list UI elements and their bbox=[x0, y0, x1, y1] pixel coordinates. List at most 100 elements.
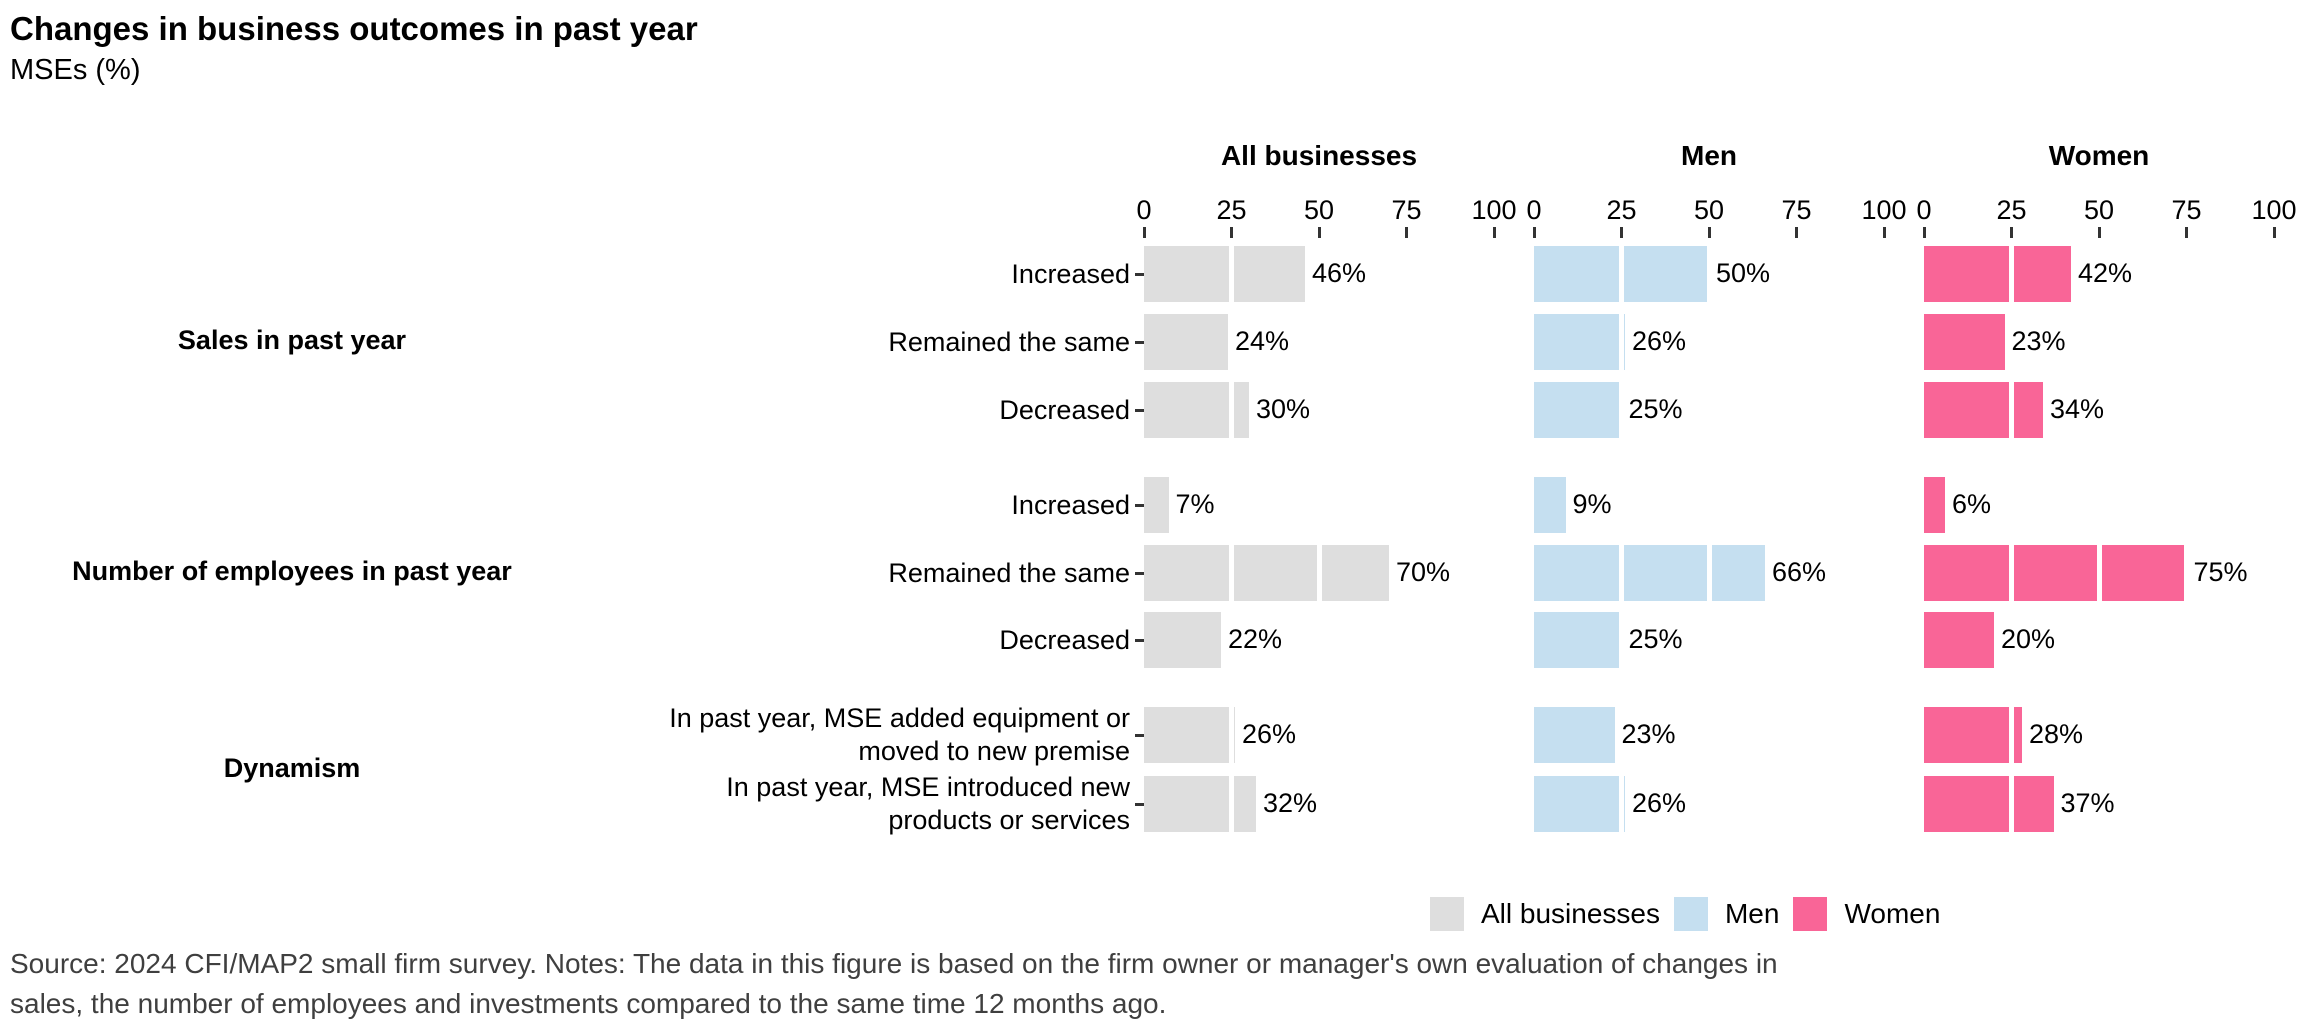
panel-gridline bbox=[1316, 242, 1322, 838]
axis-tick-label: 0 bbox=[1136, 195, 1152, 225]
bar bbox=[1924, 545, 2187, 601]
value-label: 37% bbox=[2060, 788, 2115, 818]
row-tick-mark bbox=[1135, 802, 1145, 806]
row-label: In past year, MSE added equipment or mov… bbox=[669, 703, 1130, 766]
legend-item: All businesses bbox=[1430, 897, 1660, 931]
legend-label: All businesses bbox=[1481, 898, 1660, 929]
legend-swatch bbox=[1430, 897, 1464, 931]
row-label: Remained the same bbox=[888, 557, 1130, 588]
axis-tick-label: 50 bbox=[1693, 195, 1725, 225]
bar bbox=[1534, 612, 1622, 668]
value-label: 70% bbox=[1396, 557, 1451, 587]
axis-tick-label: 75 bbox=[2171, 195, 2202, 225]
bar bbox=[1534, 382, 1622, 438]
bar bbox=[1534, 314, 1625, 370]
source-note: Source: 2024 CFI/MAP2 small firm survey.… bbox=[10, 948, 1778, 1019]
legend-label: Women bbox=[1844, 898, 1941, 929]
legend-swatch bbox=[1673, 897, 1708, 931]
axis-tick-mark bbox=[2185, 227, 2188, 238]
panel-gridline bbox=[2271, 242, 2277, 838]
row-label: Decreased bbox=[999, 394, 1130, 425]
panel-gridline bbox=[2096, 242, 2102, 838]
bar bbox=[1144, 612, 1221, 668]
value-label: 26% bbox=[1632, 788, 1687, 818]
bar bbox=[1924, 707, 2022, 763]
legend-item: Women bbox=[1793, 897, 1940, 931]
axis-tick-label: 50 bbox=[1303, 195, 1335, 225]
axis-tick-label: 25 bbox=[1606, 195, 1637, 225]
group-label: Dynamism bbox=[223, 753, 361, 783]
axis-tick-mark bbox=[1707, 227, 1711, 238]
axis-tick-mark bbox=[1922, 227, 1926, 238]
bar bbox=[1924, 246, 2071, 302]
bar bbox=[1144, 477, 1169, 533]
row-tick-mark bbox=[1135, 733, 1145, 737]
bar bbox=[1924, 776, 2054, 832]
group-label: Sales in past year bbox=[177, 325, 407, 355]
value-label: 42% bbox=[2078, 258, 2133, 288]
row-tick-mark bbox=[1135, 272, 1145, 276]
value-label: 50% bbox=[1716, 258, 1771, 288]
panel-gridline bbox=[2184, 242, 2189, 838]
bar bbox=[1534, 477, 1566, 533]
value-label: 6% bbox=[1952, 489, 1992, 519]
bar bbox=[1924, 314, 2005, 370]
legend-label: Men bbox=[1724, 898, 1780, 929]
axis-tick-label: 25 bbox=[1996, 195, 2027, 225]
axis-tick-mark bbox=[2272, 227, 2276, 238]
legend-item: Men bbox=[1673, 897, 1780, 931]
bar bbox=[1534, 776, 1625, 832]
row-label: Increased bbox=[1011, 258, 1130, 289]
axis-tick-mark bbox=[1492, 227, 1496, 238]
bar bbox=[1144, 246, 1305, 302]
bar bbox=[1144, 707, 1235, 763]
bar bbox=[1924, 612, 1994, 668]
axis-tick-mark bbox=[1795, 227, 1798, 238]
value-label: 34% bbox=[2050, 394, 2105, 424]
axis-tick-label: 0 bbox=[1526, 195, 1542, 225]
axis-tick-label: 25 bbox=[1216, 195, 1247, 225]
value-label: 28% bbox=[2029, 719, 2084, 749]
axis-tick-mark bbox=[2097, 227, 2101, 238]
row-tick-mark bbox=[1135, 638, 1145, 642]
value-label: 30% bbox=[1256, 394, 1311, 424]
bar bbox=[1144, 545, 1389, 601]
panel-gridline bbox=[1619, 242, 1624, 838]
axis-tick-label: 75 bbox=[1781, 195, 1812, 225]
row-label: Decreased bbox=[999, 624, 1130, 655]
panel-gridline bbox=[1794, 242, 1799, 838]
bar bbox=[1144, 776, 1256, 832]
value-label: 25% bbox=[1628, 394, 1683, 424]
row-tick-mark bbox=[1135, 571, 1145, 575]
legend-swatch bbox=[1793, 897, 1828, 931]
bar bbox=[1924, 477, 1945, 533]
row-label: Remained the same bbox=[888, 326, 1130, 357]
chart-subtitle: MSEs (%) bbox=[10, 54, 141, 86]
bar bbox=[1534, 707, 1615, 763]
value-label: 23% bbox=[2011, 326, 2066, 356]
panel-gridline bbox=[1404, 242, 1409, 838]
value-label: 66% bbox=[1772, 557, 1827, 587]
axis-tick-mark bbox=[1882, 227, 1886, 238]
chart-title: Changes in business outcomes in past yea… bbox=[10, 10, 698, 47]
panel-header: Men bbox=[1681, 140, 1737, 171]
row-tick-mark bbox=[1135, 408, 1145, 412]
value-label: 26% bbox=[1242, 719, 1297, 749]
panel-gridline bbox=[1491, 242, 1497, 838]
legend: All businesses Men Women bbox=[1430, 897, 1954, 931]
axis-tick-label: 100 bbox=[2251, 195, 2297, 225]
value-label: 75% bbox=[2193, 557, 2248, 587]
panel-header: Women bbox=[2048, 140, 2150, 171]
axis-tick-label: 100 bbox=[1471, 195, 1517, 225]
panel-gridline bbox=[2009, 242, 2014, 838]
axis-tick-mark bbox=[1532, 227, 1536, 238]
bar bbox=[1924, 382, 2043, 438]
axis-tick-mark bbox=[1142, 227, 1146, 238]
axis-tick-label: 100 bbox=[1861, 195, 1907, 225]
panel-gridline bbox=[1881, 242, 1887, 838]
axis-tick-mark bbox=[1405, 227, 1408, 238]
value-label: 20% bbox=[2001, 624, 2056, 654]
row-label: Increased bbox=[1011, 489, 1130, 520]
